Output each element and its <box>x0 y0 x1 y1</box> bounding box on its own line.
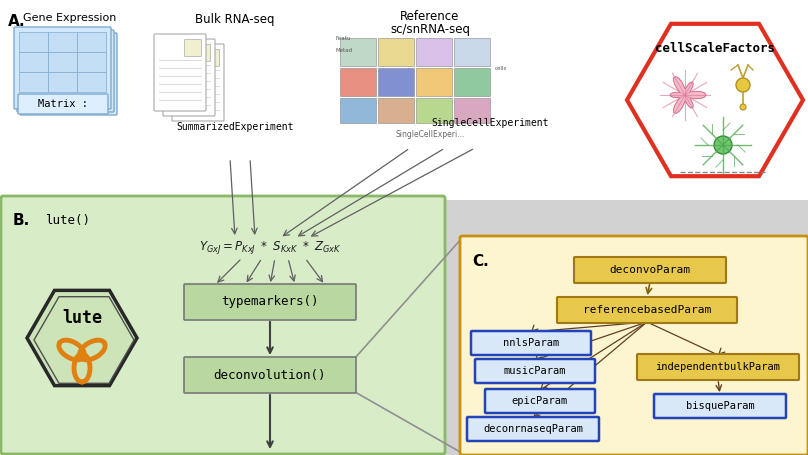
FancyBboxPatch shape <box>172 44 224 121</box>
Text: typemarkers(): typemarkers() <box>221 295 318 308</box>
Text: C.: C. <box>472 254 489 269</box>
Text: bisqueParam: bisqueParam <box>686 401 755 411</box>
FancyBboxPatch shape <box>654 394 786 418</box>
Text: Reference: Reference <box>400 10 460 23</box>
FancyBboxPatch shape <box>184 357 356 393</box>
FancyBboxPatch shape <box>485 389 595 413</box>
Text: musicParam: musicParam <box>503 366 566 376</box>
Polygon shape <box>671 76 706 113</box>
Bar <box>19 52 48 72</box>
Circle shape <box>714 136 732 154</box>
Text: SummarizedExperiment: SummarizedExperiment <box>176 122 294 132</box>
Text: nnlsParam: nnlsParam <box>503 338 559 348</box>
Text: lute(): lute() <box>45 214 90 227</box>
Bar <box>416 38 452 66</box>
FancyBboxPatch shape <box>18 94 108 114</box>
Bar <box>19 72 48 92</box>
FancyBboxPatch shape <box>14 27 111 109</box>
Bar <box>378 68 414 96</box>
Bar <box>454 68 490 96</box>
FancyBboxPatch shape <box>475 359 595 383</box>
Bar <box>48 32 77 52</box>
Text: deconvolution(): deconvolution() <box>214 369 326 381</box>
Bar <box>454 98 490 123</box>
FancyBboxPatch shape <box>154 34 206 111</box>
Text: SingleCellExperi...: SingleCellExperi... <box>395 130 465 139</box>
FancyBboxPatch shape <box>184 284 356 320</box>
Text: sc/snRNA-seq: sc/snRNA-seq <box>390 23 470 36</box>
Bar <box>378 38 414 66</box>
Bar <box>48 72 77 92</box>
Text: epicParam: epicParam <box>512 396 568 406</box>
Text: Gene Expression: Gene Expression <box>23 13 116 23</box>
FancyBboxPatch shape <box>184 40 201 56</box>
Bar <box>454 38 490 66</box>
Text: lute: lute <box>62 309 102 327</box>
Polygon shape <box>27 290 137 386</box>
FancyBboxPatch shape <box>557 297 737 323</box>
Bar <box>340 68 376 96</box>
Text: A.: A. <box>8 14 26 29</box>
Bar <box>340 98 376 123</box>
Text: SingleCellExperiment: SingleCellExperiment <box>431 118 549 128</box>
FancyBboxPatch shape <box>20 33 117 115</box>
Bar <box>19 32 48 52</box>
Text: $Y_{GxJ}=P_{KxJ}\ *\ S_{KxK}\ *\ Z_{GxK}$: $Y_{GxJ}=P_{KxJ}\ *\ S_{KxK}\ *\ Z_{GxK}… <box>199 239 341 257</box>
Text: deconvoParam: deconvoParam <box>609 265 691 275</box>
FancyBboxPatch shape <box>1 196 445 454</box>
Text: deconrnaseqParam: deconrnaseqParam <box>483 424 583 434</box>
Text: referencebasedParam: referencebasedParam <box>583 305 711 315</box>
Text: Metad: Metad <box>335 48 352 53</box>
Circle shape <box>736 78 750 92</box>
Circle shape <box>740 104 746 110</box>
Text: Matrix :: Matrix : <box>38 99 88 109</box>
Text: Featu: Featu <box>335 36 351 41</box>
Text: cells: cells <box>495 66 507 71</box>
FancyBboxPatch shape <box>637 354 799 380</box>
Bar <box>48 52 77 72</box>
Polygon shape <box>627 24 803 176</box>
Text: cellScaleFactors: cellScaleFactors <box>655 41 775 55</box>
FancyBboxPatch shape <box>467 417 599 441</box>
Bar <box>378 98 414 123</box>
FancyBboxPatch shape <box>574 257 726 283</box>
Bar <box>77 52 106 72</box>
FancyBboxPatch shape <box>471 331 591 355</box>
Text: Bulk RNA-seq: Bulk RNA-seq <box>196 13 275 26</box>
Bar <box>340 38 376 66</box>
Bar <box>77 72 106 92</box>
FancyBboxPatch shape <box>460 236 808 455</box>
FancyBboxPatch shape <box>17 30 114 112</box>
Bar <box>77 32 106 52</box>
Bar <box>416 98 452 123</box>
FancyBboxPatch shape <box>203 50 220 66</box>
Bar <box>416 68 452 96</box>
Text: B.: B. <box>13 213 30 228</box>
FancyBboxPatch shape <box>193 45 211 61</box>
Polygon shape <box>340 200 808 455</box>
Text: independentbulkParam: independentbulkParam <box>655 362 781 372</box>
FancyBboxPatch shape <box>163 39 215 116</box>
